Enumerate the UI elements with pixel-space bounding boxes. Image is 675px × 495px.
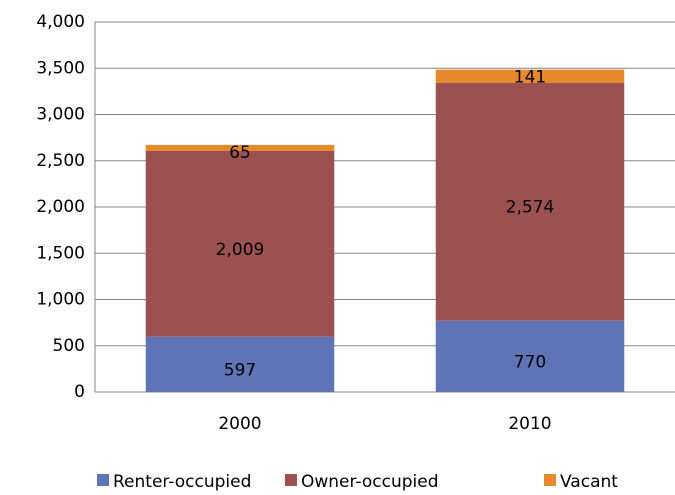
legend-swatch: [97, 474, 109, 486]
x-tick-label: 2010: [508, 414, 551, 434]
bar-segment: [145, 144, 335, 151]
y-tick-label: 4,000: [36, 12, 85, 32]
data-label: 597: [224, 360, 256, 380]
data-label: 141: [514, 68, 546, 88]
data-label: 770: [514, 352, 546, 372]
legend-label: Vacant: [560, 472, 618, 492]
legend-label: Renter-occupied: [113, 472, 251, 492]
data-label: 65: [229, 143, 251, 163]
legend-label: Owner-occupied: [301, 472, 439, 492]
x-tick-label: 2000: [218, 414, 261, 434]
y-tick-label: 0: [74, 382, 85, 402]
y-tick-label: 3,000: [36, 105, 85, 125]
bar-segment: [145, 336, 335, 392]
bar-segment: [435, 82, 625, 321]
data-label: 2,574: [506, 198, 555, 218]
legend-swatch: [544, 474, 556, 486]
bar-segment: [435, 320, 625, 392]
bar-segment: [435, 69, 625, 83]
data-label: 2,009: [216, 240, 265, 260]
y-tick-label: 3,500: [36, 58, 85, 78]
y-tick-label: 500: [53, 336, 85, 356]
bar-segment: [145, 150, 335, 337]
y-tick-label: 2,000: [36, 197, 85, 217]
y-tick-label: 1,000: [36, 290, 85, 310]
y-tick-label: 2,500: [36, 151, 85, 171]
y-tick-label: 1,500: [36, 243, 85, 263]
legend-swatch: [285, 474, 297, 486]
